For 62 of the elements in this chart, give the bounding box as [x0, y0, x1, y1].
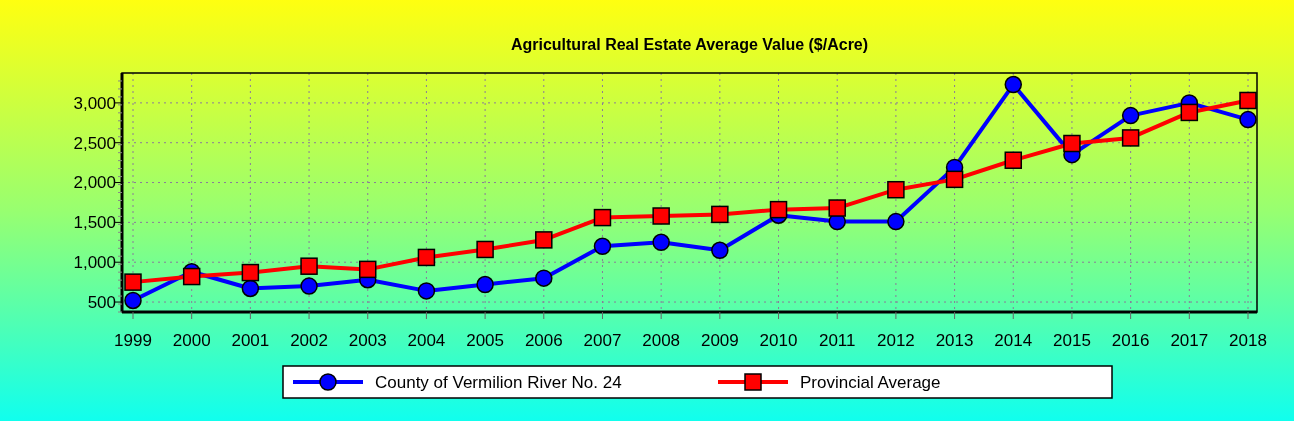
- x-tick-label: 2012: [876, 331, 915, 350]
- point: [124, 291, 142, 310]
- point: [535, 231, 553, 249]
- point: [887, 180, 905, 199]
- point: [828, 199, 846, 217]
- point: [241, 263, 260, 282]
- point: [945, 170, 964, 189]
- point: [1239, 110, 1257, 129]
- y-tick-label: 3,000: [73, 93, 116, 113]
- x-tick-label: 2013: [935, 331, 974, 350]
- x-tick-label: 2018: [1229, 331, 1267, 350]
- x-tick-label: 2011: [818, 331, 856, 350]
- x-tick-label: 2015: [1053, 331, 1091, 350]
- y-tick-label: 1,500: [73, 213, 116, 233]
- x-tick-label: 2009: [700, 331, 739, 350]
- point: [241, 279, 260, 298]
- x-tick-label: 2010: [759, 331, 798, 350]
- y-tick-label: 2,000: [73, 173, 116, 193]
- point: [887, 212, 905, 231]
- y-tick-label: 2,500: [73, 133, 116, 153]
- point: [1121, 106, 1140, 125]
- point: [1004, 75, 1023, 94]
- x-tick-label: 2001: [231, 331, 270, 350]
- x-tick-label: 2006: [524, 331, 563, 350]
- point: [417, 282, 436, 300]
- x-tick-label: 2003: [348, 331, 387, 350]
- point: [652, 207, 670, 225]
- point: [711, 241, 729, 260]
- point: [124, 273, 142, 291]
- point: [1004, 151, 1023, 169]
- point: [476, 240, 494, 259]
- x-tick-label: 2008: [642, 331, 681, 350]
- point: [417, 248, 436, 267]
- point: [1121, 129, 1140, 147]
- x-tick-label: 2002: [290, 331, 328, 350]
- x-tick-label: 2017: [1170, 331, 1209, 350]
- x-tick-label: 2007: [583, 331, 622, 350]
- point: [769, 200, 788, 219]
- legend-label: County of Vermilion River No. 24: [375, 372, 622, 392]
- point: [593, 208, 612, 227]
- y-tick-label: 500: [87, 292, 116, 312]
- point: [711, 205, 729, 224]
- point: [593, 237, 612, 256]
- point: [182, 267, 201, 286]
- y-tick-label: 1,000: [73, 253, 116, 273]
- chart-title: Agricultural Real Estate Average Value ($/Acre): [510, 36, 869, 53]
- point: [300, 277, 318, 295]
- legend-label: Provincial Average: [800, 372, 941, 392]
- x-tick-label: 1999: [114, 331, 152, 350]
- point: [1239, 91, 1257, 110]
- point: [1180, 103, 1199, 122]
- x-tick-label: 2005: [466, 331, 505, 350]
- x-tick-label: 2004: [407, 331, 446, 350]
- x-tick-label: 2000: [172, 331, 211, 350]
- point: [1063, 134, 1081, 153]
- point: [652, 233, 670, 252]
- point: [358, 260, 377, 279]
- x-tick-label: 2016: [1111, 331, 1150, 350]
- point: [300, 257, 318, 275]
- x-tick-label: 2014: [994, 331, 1033, 350]
- point: [535, 269, 553, 287]
- point: [476, 275, 494, 294]
